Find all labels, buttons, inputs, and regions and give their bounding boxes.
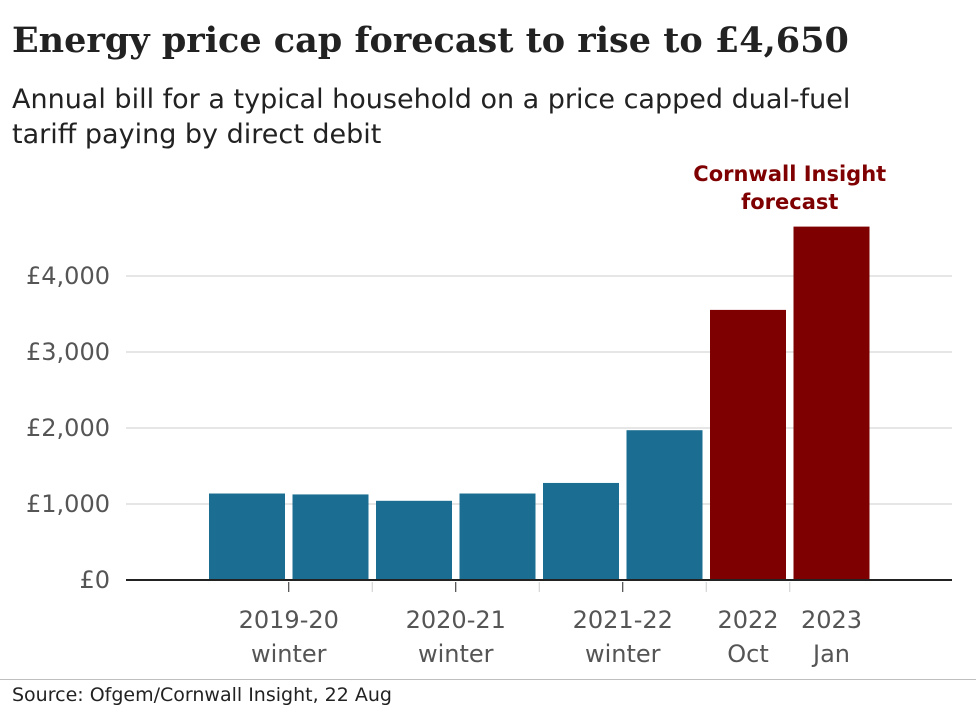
x-tick-label: Oct bbox=[727, 640, 769, 668]
source-note: Source: Ofgem/Cornwall Insight, 22 Aug bbox=[12, 684, 392, 706]
bar bbox=[626, 430, 703, 580]
bar bbox=[459, 493, 536, 580]
forecast-annotation: Cornwall Insight bbox=[693, 162, 886, 186]
y-tick-label: £1,000 bbox=[26, 490, 110, 518]
bar bbox=[209, 493, 285, 580]
chart-title: Energy price cap forecast to rise to £4,… bbox=[12, 20, 849, 61]
x-tick-label: winter bbox=[585, 640, 661, 668]
x-tick-label: 2019-20 bbox=[239, 606, 339, 634]
bar bbox=[292, 494, 369, 580]
x-tick-label: Jan bbox=[811, 640, 850, 668]
forecast-bar bbox=[793, 226, 870, 580]
y-tick-label: £2,000 bbox=[26, 414, 110, 442]
y-tick-label: £0 bbox=[79, 566, 110, 594]
x-tick-label: 2022 bbox=[717, 606, 778, 634]
source-divider bbox=[0, 679, 976, 680]
bar bbox=[376, 500, 452, 580]
forecast-bar bbox=[710, 309, 786, 580]
forecast-annotation: forecast bbox=[741, 190, 838, 214]
y-tick-label: £4,000 bbox=[26, 262, 110, 290]
chart-subtitle: Annual bill for a typical household on a… bbox=[12, 84, 851, 150]
x-tick-label: winter bbox=[418, 640, 494, 668]
x-tick-label: winter bbox=[251, 640, 327, 668]
x-tick-label: 2023 bbox=[801, 606, 862, 634]
bar bbox=[543, 482, 619, 580]
y-tick-label: £3,000 bbox=[26, 338, 110, 366]
x-tick-label: 2021-22 bbox=[573, 606, 673, 634]
x-tick-label: 2020-21 bbox=[406, 606, 506, 634]
